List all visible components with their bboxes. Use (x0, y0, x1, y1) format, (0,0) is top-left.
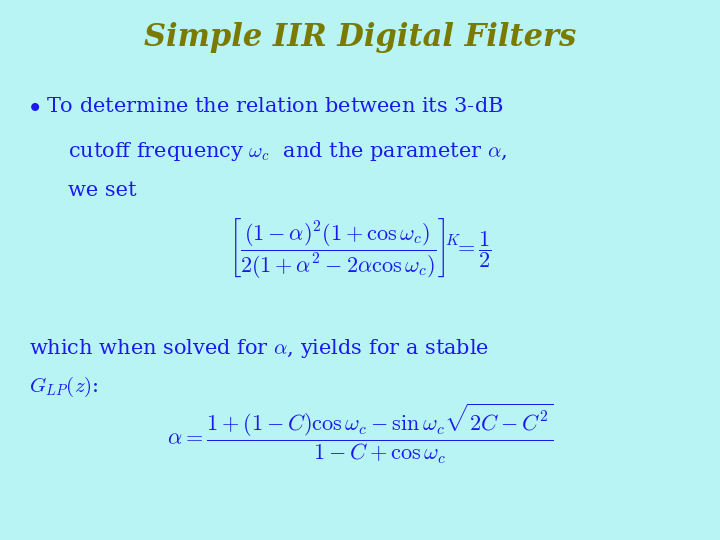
Text: $G_{LP}(z)$:: $G_{LP}(z)$: (29, 375, 99, 400)
Text: $\alpha=\dfrac{1+(1-C)\cos\omega_c-\sin\omega_c\sqrt{2C-C^2}}{1-C+\cos\omega_c}$: $\alpha=\dfrac{1+(1-C)\cos\omega_c-\sin\… (166, 402, 554, 467)
Text: $\left[\dfrac{(1-\alpha)^2(1+\cos\omega_c)}{2(1+\alpha^2-2\alpha\cos\omega_c)}\r: $\left[\dfrac{(1-\alpha)^2(1+\cos\omega_… (229, 216, 491, 280)
Text: which when solved for $\alpha$, yields for a stable: which when solved for $\alpha$, yields f… (29, 338, 489, 361)
Text: cutoff frequency $\omega_c$  and the parameter $\alpha$,: cutoff frequency $\omega_c$ and the para… (68, 140, 508, 164)
Text: we set: we set (68, 181, 137, 200)
Text: Simple IIR Digital Filters: Simple IIR Digital Filters (144, 22, 576, 52)
Text: $\bullet$ To determine the relation between its 3-dB: $\bullet$ To determine the relation betw… (29, 97, 503, 116)
